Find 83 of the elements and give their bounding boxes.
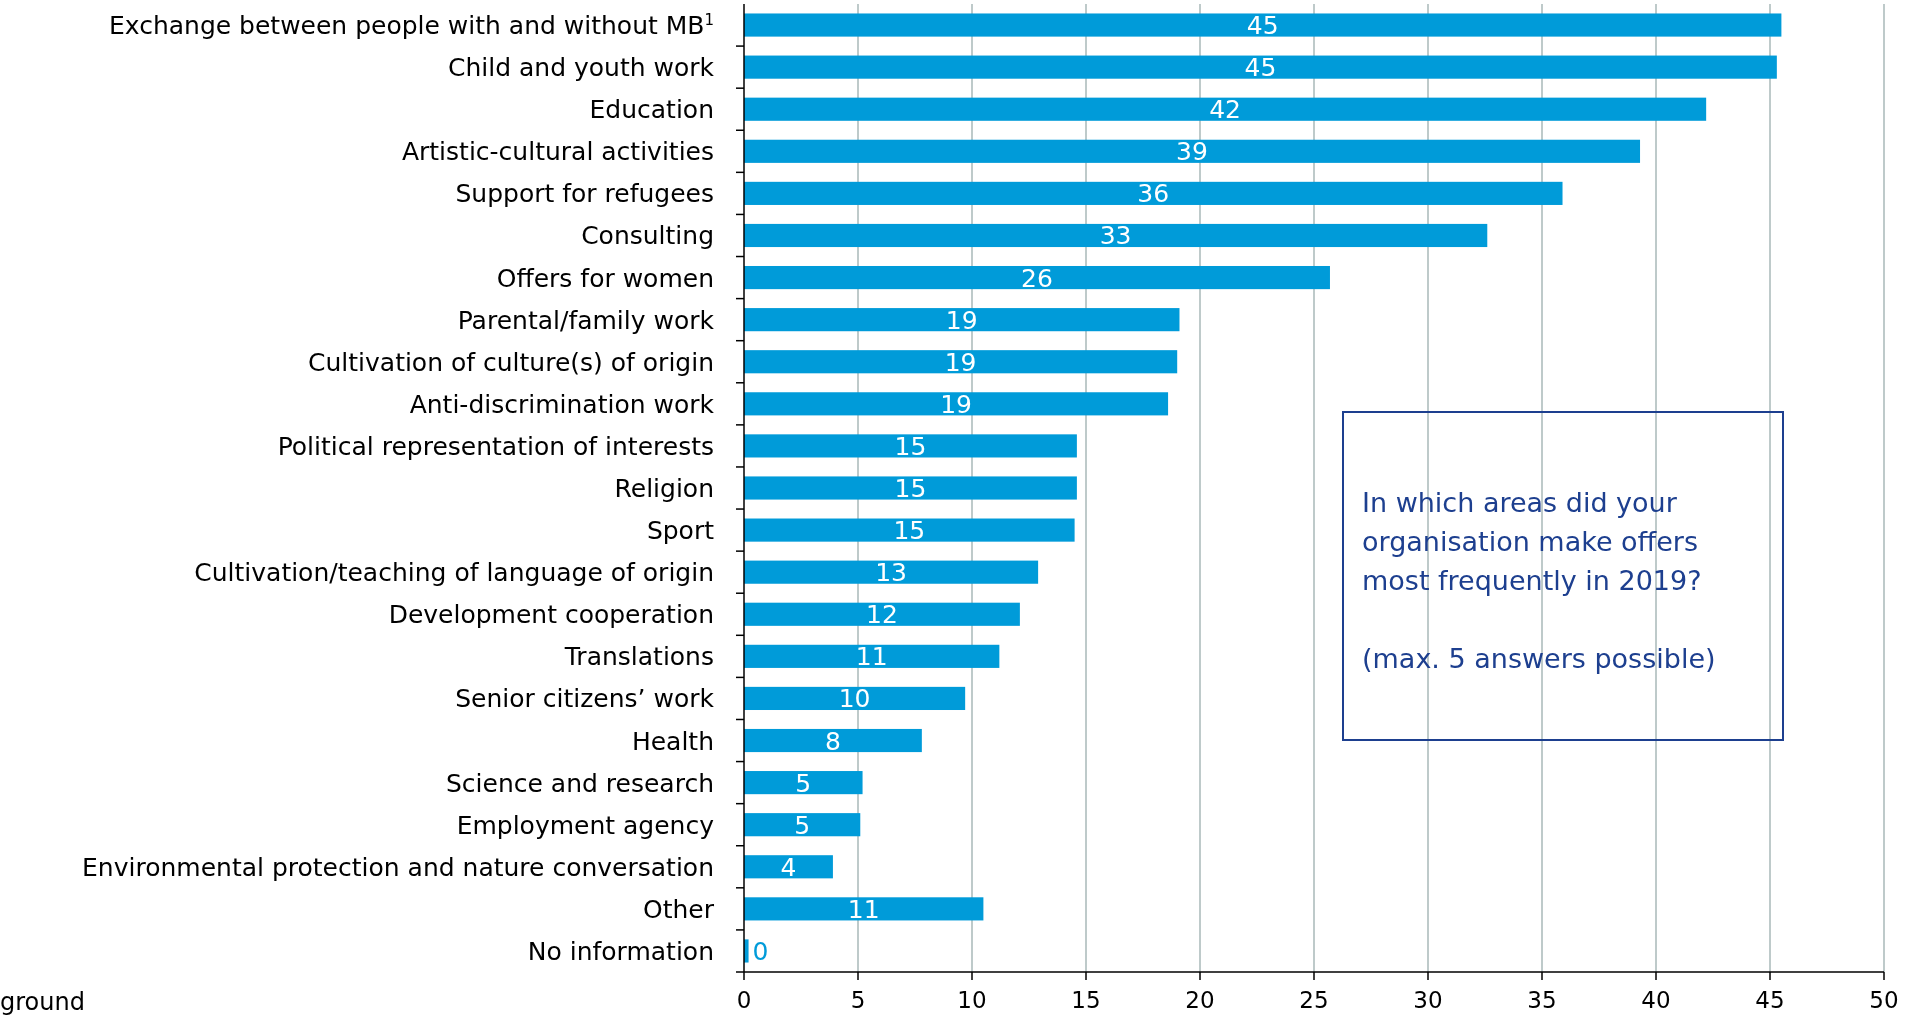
x-tick-label: 15 xyxy=(1071,987,1101,1013)
y-tick-label: Political representation of interests xyxy=(277,431,714,461)
y-tick-label: Other xyxy=(643,894,715,924)
data-label: 8 xyxy=(824,726,841,756)
data-label: 19 xyxy=(945,305,978,335)
bar xyxy=(744,855,833,879)
data-label: 11 xyxy=(847,894,880,924)
y-tick-label: Artistic-cultural activities xyxy=(401,137,714,167)
x-tick-label: 50 xyxy=(1869,987,1899,1013)
x-tick-label: 20 xyxy=(1185,987,1215,1013)
bar xyxy=(744,686,966,711)
x-tick-label: 30 xyxy=(1413,987,1443,1013)
bar xyxy=(744,97,1707,121)
bar xyxy=(744,265,1330,290)
data-label: 5 xyxy=(794,810,811,840)
bar xyxy=(744,728,922,753)
data-label: 11 xyxy=(855,642,888,672)
data-label: 36 xyxy=(1137,179,1170,209)
x-tick-label: 10 xyxy=(957,987,987,1013)
x-tick-label: 5 xyxy=(850,987,866,1013)
y-tick-label: Science and research xyxy=(446,768,714,798)
x-tick-label: 25 xyxy=(1299,987,1329,1013)
y-tick-label: Environmental protection and nature conversation xyxy=(82,852,714,882)
data-label: 15 xyxy=(893,516,926,546)
bar xyxy=(744,939,749,963)
data-label: 42 xyxy=(1209,95,1241,125)
y-tick-label: Education xyxy=(589,95,714,125)
bar xyxy=(744,560,1039,584)
bar xyxy=(744,139,1641,163)
data-label: 13 xyxy=(875,558,907,588)
data-label: 19 xyxy=(940,389,972,419)
data-label: 45 xyxy=(1244,53,1277,83)
bar xyxy=(744,813,861,837)
y-tick-label: Anti-discrimination work xyxy=(409,389,715,419)
x-tick-label: 40 xyxy=(1641,987,1671,1013)
y-tick-label: Support for refugees xyxy=(455,179,714,209)
data-label: 45 xyxy=(1246,11,1279,41)
y-tick-label: Development cooperation xyxy=(388,600,714,630)
y-tick-label: Sport xyxy=(646,516,715,546)
bar xyxy=(744,55,1777,79)
y-tick-label: Religion xyxy=(614,474,714,503)
bar xyxy=(744,308,1180,332)
x-tick-label: 45 xyxy=(1755,987,1785,1013)
y-tick-label: No information xyxy=(527,936,714,966)
x-tick-label: 35 xyxy=(1527,987,1557,1013)
data-label: 5 xyxy=(795,768,812,798)
y-tick-label: Cultivation of culture(s) of origin xyxy=(308,347,714,377)
y-tick-label: Consulting xyxy=(581,221,714,251)
annotation: (max. 5 answers possible) xyxy=(1362,643,1716,674)
bar xyxy=(744,434,1077,458)
data-label: 19 xyxy=(944,347,977,377)
bar xyxy=(744,476,1077,500)
bar xyxy=(744,897,984,921)
bar xyxy=(744,13,1782,37)
y-tick-label: Employment agency xyxy=(456,810,715,840)
y-tick-label: Cultivation/teaching of language of origin xyxy=(194,558,714,588)
text: ground xyxy=(0,988,85,1016)
y-tick-label: Exchange between people with and without MB$^{1}$ xyxy=(108,11,714,41)
data-label: 4 xyxy=(780,852,797,882)
data-label: 12 xyxy=(866,600,898,630)
y-tick-label: Offers for women xyxy=(496,263,714,293)
bar xyxy=(744,518,1075,542)
data-label: 0 xyxy=(752,936,769,966)
y-tick-label: Health xyxy=(631,726,714,756)
y-tick-label: Child and youth work xyxy=(447,53,715,83)
data-label: 39 xyxy=(1176,137,1208,167)
data-label: 15 xyxy=(894,431,927,461)
y-tick-label: Parental/family work xyxy=(457,305,715,335)
y-tick-label: Translations xyxy=(563,642,714,672)
data-label: 10 xyxy=(838,684,871,714)
bar xyxy=(744,771,863,795)
bar xyxy=(744,644,1000,668)
bar xyxy=(744,350,1178,374)
bar xyxy=(744,602,1020,626)
annotation: In which areas did your organisation make offers most frequently in 2019? xyxy=(1362,487,1702,596)
data-label: 26 xyxy=(1021,263,1053,293)
bar xyxy=(744,392,1169,416)
x-tick-label: 0 xyxy=(736,987,752,1013)
bar xyxy=(744,223,1488,248)
data-label: 33 xyxy=(1099,221,1132,251)
bar xyxy=(744,181,1563,205)
data-label: 15 xyxy=(894,474,927,503)
y-tick-label: Senior citizens’ work xyxy=(455,684,715,714)
